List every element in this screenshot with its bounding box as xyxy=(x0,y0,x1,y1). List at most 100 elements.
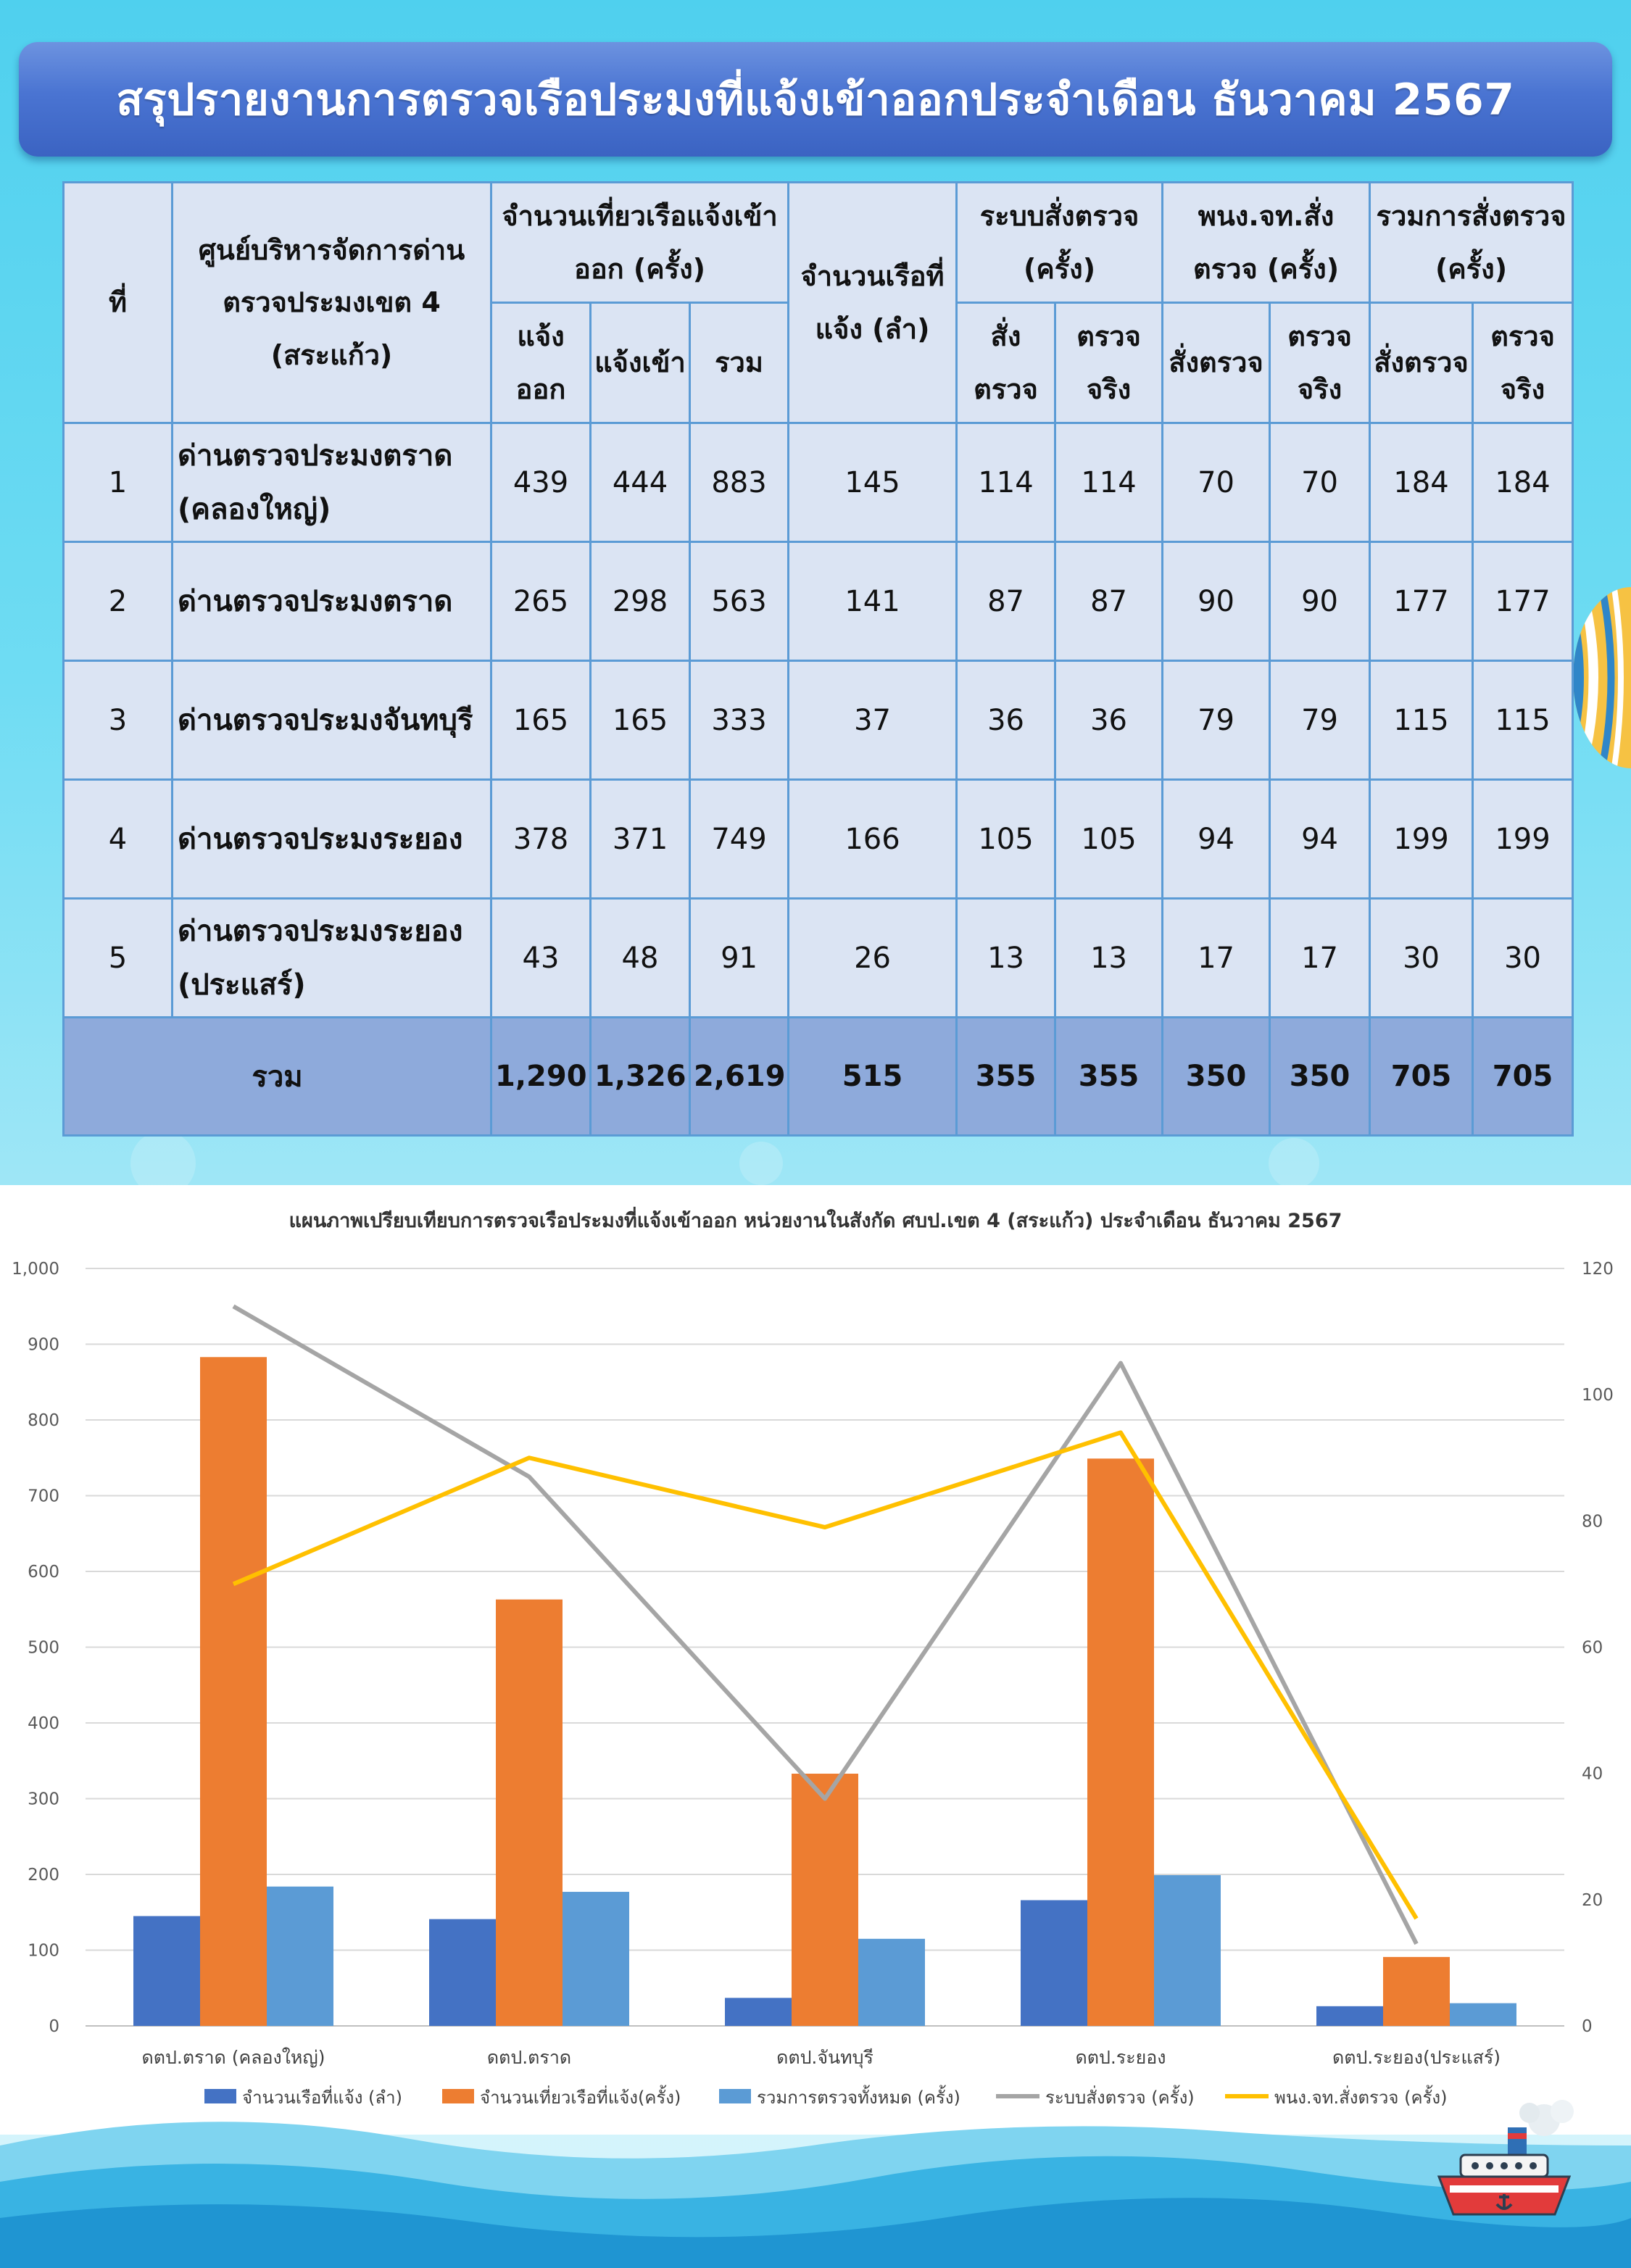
y-left-tick-label: 100 xyxy=(28,1942,59,1961)
cell-sum: 563 xyxy=(688,541,790,662)
row-no: 3 xyxy=(62,660,173,781)
row-name: ด่านตรวจประมงจันทบุรี xyxy=(171,660,492,781)
cell-sum: 333 xyxy=(688,660,790,781)
cell-system-ordered: 114 xyxy=(955,422,1057,543)
cell-total-actual: 184 xyxy=(1472,422,1574,543)
cell-officer-actual: 79 xyxy=(1269,660,1371,781)
cell-boats: 166 xyxy=(787,778,958,900)
legend-swatch xyxy=(204,2089,236,2103)
table-row: 4 ด่านตรวจประมงระยอง 378 371 749 166 105… xyxy=(62,778,1574,900)
y-right-tick-label: 40 xyxy=(1582,1765,1603,1784)
bar xyxy=(133,1916,200,2026)
legend-label: จำนวนเรือที่แจ้ง (ลำ) xyxy=(242,2085,402,2108)
row-no: 4 xyxy=(62,778,173,900)
hot-air-balloon-icon xyxy=(1573,587,1631,768)
total-officer-actual: 350 xyxy=(1269,1016,1371,1137)
x-tick-label: ดตป.ตราด xyxy=(487,2047,571,2068)
row-name: ด่านตรวจประมงระยอง xyxy=(171,778,492,900)
cell-out: 165 xyxy=(490,660,592,781)
cell-total-actual: 115 xyxy=(1472,660,1574,781)
subheader-system-actual: ตรวจจริง xyxy=(1054,302,1164,424)
series-line xyxy=(232,1304,1419,1945)
y-right-tick-label: 60 xyxy=(1582,1639,1603,1658)
subheader-sum: รวม xyxy=(688,302,790,424)
table-row: 1 ด่านตรวจประมงตราด (คลองใหญ่) 439 444 8… xyxy=(62,422,1574,543)
bubble-decoration xyxy=(739,1142,783,1185)
waves-decoration xyxy=(0,2122,1631,2268)
y-left-tick-label: 900 xyxy=(28,1336,59,1355)
cell-boats: 145 xyxy=(787,422,958,543)
row-no: 2 xyxy=(62,541,173,662)
cell-system-actual: 114 xyxy=(1054,422,1164,543)
cell-sum: 883 xyxy=(688,422,790,543)
cell-system-ordered: 13 xyxy=(955,897,1057,1018)
legend-swatch xyxy=(719,2089,751,2103)
chart-title: แผนภาพเปรียบเทียบการตรวจเรือประมงที่แจ้ง… xyxy=(289,1206,1342,1232)
bar xyxy=(1021,1900,1087,2026)
total-label: รวม xyxy=(62,1016,492,1137)
bar xyxy=(1316,2006,1383,2026)
bar xyxy=(1383,1956,1450,2026)
legend-label: ระบบสั่งตรวจ (ครั้ง) xyxy=(1045,2085,1195,2108)
bubble-decoration xyxy=(1269,1138,1319,1189)
cell-in: 48 xyxy=(589,897,691,1018)
x-tick-label: ดตป.ระยอง xyxy=(1075,2047,1166,2068)
subheader-out: แจ้งออก xyxy=(490,302,592,424)
table-row: 5 ด่านตรวจประมงระยอง (ประแสร์) 43 48 91 … xyxy=(62,897,1574,1018)
cell-officer-actual: 90 xyxy=(1269,541,1371,662)
cell-officer-actual: 70 xyxy=(1269,422,1371,543)
y-left-tick-label: 200 xyxy=(28,1866,59,1885)
subheader-officer-actual: ตรวจจริง xyxy=(1269,302,1371,424)
header-boats: จำนวนเรือที่แจ้ง (ลำ) xyxy=(787,181,958,424)
cell-system-actual: 87 xyxy=(1054,541,1164,662)
table-total-row: รวม 1,290 1,326 2,619 515 355 355 350 35… xyxy=(62,1016,1574,1137)
total-system-actual: 355 xyxy=(1054,1016,1164,1137)
bar xyxy=(200,1357,267,2026)
row-name: ด่านตรวจประมงตราด xyxy=(171,541,492,662)
cell-boats: 26 xyxy=(787,897,958,1018)
total-total-ordered: 705 xyxy=(1369,1016,1474,1137)
cell-total-ordered: 177 xyxy=(1369,541,1474,662)
cell-system-ordered: 36 xyxy=(955,660,1057,781)
cell-officer-ordered: 17 xyxy=(1161,897,1271,1018)
y-left-tick-label: 600 xyxy=(28,1563,59,1582)
cell-system-actual: 105 xyxy=(1054,778,1164,900)
cell-officer-ordered: 90 xyxy=(1161,541,1271,662)
page-title: สรุปรายงานการตรวจเรือประมงที่แจ้งเข้าออก… xyxy=(116,74,1515,125)
cell-sum: 749 xyxy=(688,778,790,900)
cell-officer-ordered: 79 xyxy=(1161,660,1271,781)
total-total-actual: 705 xyxy=(1472,1016,1574,1137)
bar xyxy=(1087,1458,1154,2026)
y-right-tick-label: 80 xyxy=(1582,1512,1603,1531)
cell-in: 444 xyxy=(589,422,691,543)
cell-system-ordered: 87 xyxy=(955,541,1057,662)
subheader-system-ordered: สั่งตรวจ xyxy=(955,302,1057,424)
y-right-tick-label: 20 xyxy=(1582,1891,1603,1910)
cell-system-actual: 36 xyxy=(1054,660,1164,781)
cell-in: 371 xyxy=(589,778,691,900)
legend-swatch xyxy=(442,2089,474,2103)
total-sum: 2,619 xyxy=(688,1016,790,1137)
y-right-tick-label: 0 xyxy=(1582,2017,1593,2036)
cell-system-ordered: 105 xyxy=(955,778,1057,900)
cell-total-ordered: 30 xyxy=(1369,897,1474,1018)
summary-table: ที่ ศูนย์บริหารจัดการด่านตรวจประมงเขต 4 … xyxy=(62,181,1574,1137)
combo-chart: แผนภาพเปรียบเทียบการตรวจเรือประมงที่แจ้ง… xyxy=(12,1206,1614,2108)
header-system-inspect: ระบบสั่งตรวจ (ครั้ง) xyxy=(955,181,1164,304)
cell-total-actual: 30 xyxy=(1472,897,1574,1018)
y-left-tick-label: 1,000 xyxy=(12,1260,59,1279)
bar xyxy=(429,1919,496,2026)
header-center: ศูนย์บริหารจัดการด่านตรวจประมงเขต 4 (สระ… xyxy=(171,181,492,424)
cell-boats: 141 xyxy=(787,541,958,662)
y-right-tick-label: 120 xyxy=(1582,1260,1614,1279)
header-no: ที่ xyxy=(62,181,173,424)
total-officer-ordered: 350 xyxy=(1161,1016,1271,1137)
header-total-inspect: รวมการสั่งตรวจ (ครั้ง) xyxy=(1369,181,1574,304)
legend-label: จำนวนเที่ยวเรือที่แจ้ง(ครั้ง) xyxy=(480,2085,681,2108)
y-left-tick-label: 800 xyxy=(28,1411,59,1430)
subheader-total-actual: ตรวจจริง xyxy=(1472,302,1574,424)
y-left-tick-label: 700 xyxy=(28,1487,59,1506)
cell-total-ordered: 199 xyxy=(1369,778,1474,900)
cell-out: 43 xyxy=(490,897,592,1018)
ship-icon xyxy=(1437,2100,1574,2216)
